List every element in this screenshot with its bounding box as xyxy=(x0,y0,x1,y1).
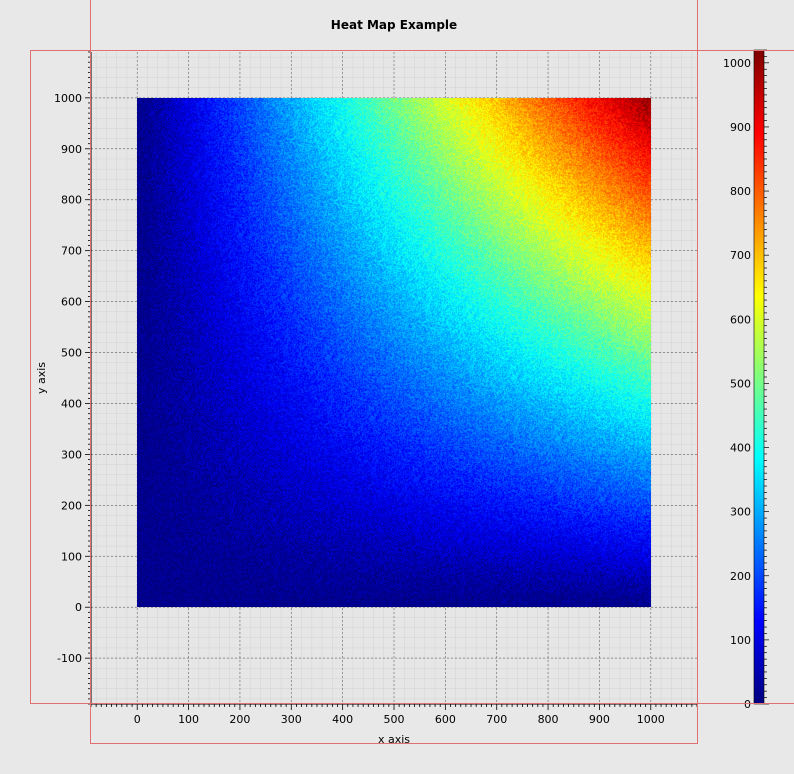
x-axis-title: x axis xyxy=(378,733,410,746)
heatmap-image-container xyxy=(137,97,651,607)
y-tick-label: 700 xyxy=(61,245,82,258)
y-tick-label: 100 xyxy=(61,550,82,563)
x-tick-label: 1000 xyxy=(637,713,665,726)
heatmap-image xyxy=(137,97,651,607)
colorbar-tick-label: 700 xyxy=(730,249,751,262)
y-tick-label: 0 xyxy=(75,601,82,614)
colorbar-tick-label: 0 xyxy=(744,698,751,711)
y-axis-ticks: -100 0 100 200 300 400 500 600 700 800 900 1000 xyxy=(54,51,91,705)
y-tick-label: 200 xyxy=(61,499,82,512)
colorbar-tick-label: 200 xyxy=(730,570,751,583)
y-tick-label: 800 xyxy=(61,194,82,207)
colorbar-tick-label: 600 xyxy=(730,313,751,326)
x-tick-label: 0 xyxy=(134,713,141,726)
x-tick-label: 200 xyxy=(229,713,250,726)
colorbar-tick-label: 100 xyxy=(730,634,751,647)
y-tick-label: 600 xyxy=(61,296,82,309)
x-tick-label: 400 xyxy=(332,713,353,726)
y-tick-label: -100 xyxy=(57,652,82,665)
colorbar-tick-label: 300 xyxy=(730,506,751,519)
colorbar: 0 100 200 300 400 500 600 700 800 900 1000 xyxy=(723,49,769,711)
y-axis-title: y axis xyxy=(35,362,48,394)
chart-title: Heat Map Example xyxy=(330,18,458,32)
colorbar-tick-label: 800 xyxy=(730,185,751,198)
y-tick-label: 400 xyxy=(61,397,82,410)
colorbar-gradient xyxy=(754,50,764,704)
colorbar-gradient-container xyxy=(754,50,764,704)
y-tick-label: 900 xyxy=(61,143,82,156)
colorbar-tick-label: 400 xyxy=(730,442,751,455)
x-tick-label: 500 xyxy=(384,713,405,726)
x-tick-label: 900 xyxy=(589,713,610,726)
x-tick-label: 600 xyxy=(435,713,456,726)
x-tick-label: 100 xyxy=(178,713,199,726)
colorbar-tick-label: 900 xyxy=(730,121,751,134)
y-tick-label: 1000 xyxy=(54,92,82,105)
x-tick-label: 700 xyxy=(486,713,507,726)
x-axis-ticks: 0 100 200 300 400 500 600 700 800 900 1000 xyxy=(90,704,698,726)
colorbar-ticks: 0 100 200 300 400 500 600 700 800 900 1000 xyxy=(723,49,769,711)
colorbar-tick-label: 500 xyxy=(730,377,751,390)
y-tick-label: 300 xyxy=(61,448,82,461)
x-tick-label: 300 xyxy=(281,713,302,726)
colorbar-tick-label: 1000 xyxy=(723,57,751,70)
y-tick-label: 500 xyxy=(61,347,82,360)
x-tick-label: 800 xyxy=(538,713,559,726)
